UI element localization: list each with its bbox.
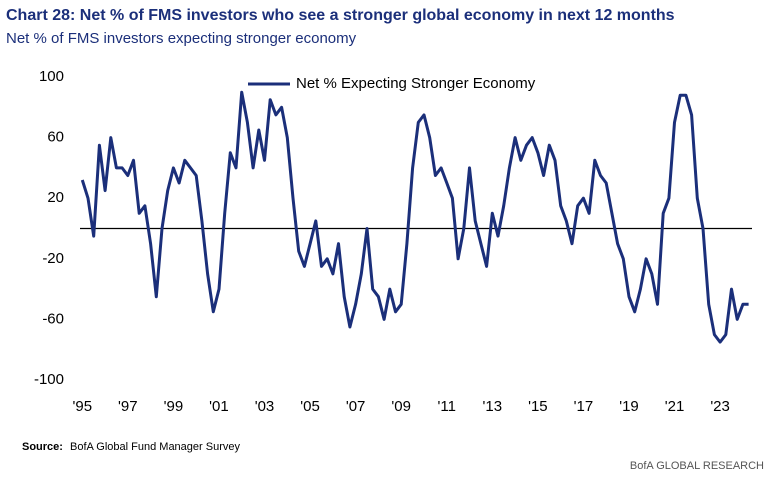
source: BofA Global Fund Manager Survey (70, 441, 240, 453)
chart-subtitle: Net % of FMS investors expecting stronge… (6, 30, 357, 47)
x-tick-label: '17 (574, 398, 594, 415)
y-tick-label: 20 (47, 189, 64, 206)
x-tick-label: '11 (438, 398, 456, 415)
x-tick-label: '01 (209, 398, 229, 415)
x-tick-label: '15 (528, 398, 548, 415)
x-tick-label: '97 (118, 398, 138, 415)
brand: BofA GLOBAL RESEARCH (630, 460, 764, 472)
x-tick-label: '09 (391, 398, 411, 415)
source-label: Source: (22, 441, 63, 453)
x-tick-label: '23 (710, 398, 730, 415)
x-tick-label: '99 (164, 398, 184, 415)
legend-label: Net % Expecting Stronger Economy (296, 75, 536, 92)
y-tick-label: 60 (47, 129, 64, 146)
y-tick-label: 100 (39, 68, 64, 85)
x-tick-label: '07 (346, 398, 366, 415)
y-tick-label: -100 (34, 371, 64, 388)
x-tick-label: '95 (72, 398, 92, 415)
x-tick-label: '19 (619, 398, 639, 415)
y-tick-label: -60 (42, 310, 64, 327)
chart-title: Chart 28: Net % of FMS investors who see… (6, 7, 675, 24)
x-tick-label: '03 (255, 398, 275, 415)
y-tick-label: -20 (42, 250, 64, 267)
x-tick-label: '13 (483, 398, 503, 415)
series-line (80, 90, 749, 344)
x-tick-label: '05 (300, 398, 320, 415)
x-tick-label: '21 (665, 398, 685, 415)
